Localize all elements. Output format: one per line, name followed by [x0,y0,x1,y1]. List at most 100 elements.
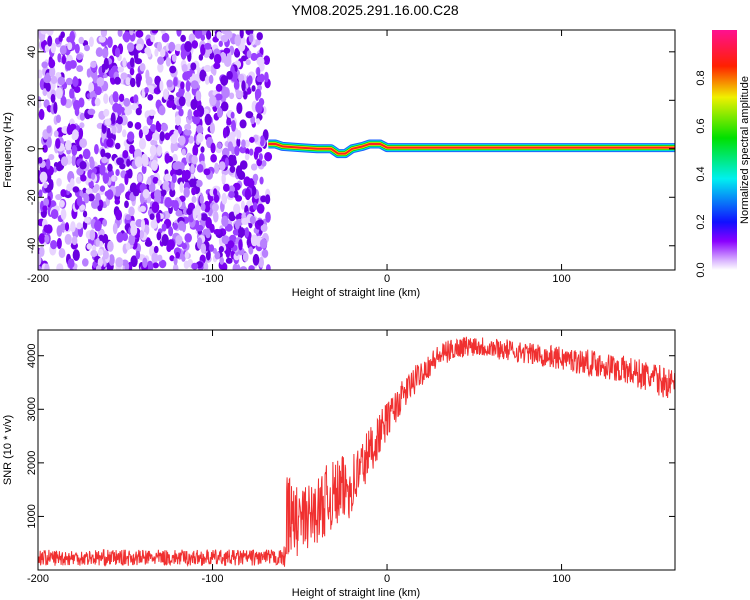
noise-blob [150,124,157,132]
noise-blob [60,156,69,167]
noise-blob [186,100,192,107]
noise-blob [79,160,87,170]
noise-blob [235,165,243,177]
noise-blob [98,229,105,237]
noise-blob [38,101,42,109]
noise-blob [100,30,108,38]
noise-blob [225,247,231,259]
noise-blob [102,172,109,184]
y-tick-label: 0 [26,146,38,152]
noise-blob [244,188,251,201]
noise-blob [66,183,73,192]
noise-blob [164,197,173,208]
noise-blob [115,169,120,177]
noise-blob [229,165,236,173]
noise-blob [248,148,254,156]
noise-blob [69,59,77,69]
noise-blob [156,254,163,262]
noise-blob [127,131,135,142]
noise-blob [88,180,94,189]
noise-blob [239,266,248,270]
noise-blob [200,146,205,153]
noise-blob [50,209,59,220]
noise-blob [195,224,200,232]
noise-blob [146,48,152,58]
noise-blob [42,88,48,97]
noise-blob [151,30,159,34]
noise-blob [252,253,260,266]
noise-blob [59,200,65,208]
noise-blob [184,40,192,52]
noise-blob [130,255,138,268]
noise-blob [129,57,135,68]
noise-blob [70,221,76,233]
noise-blob [64,139,72,151]
noise-blob [224,157,229,167]
noise-blob [102,218,108,227]
noise-blob [55,193,63,201]
noise-blob [78,97,85,108]
noise-blob [191,262,199,270]
noise-blob [118,93,125,102]
noise-blob [50,93,56,103]
noise-blob [233,203,241,215]
noise-blob [123,97,131,107]
noise-blob [158,105,166,116]
noise-blob [174,43,183,52]
noise-blob [186,123,192,131]
noise-blob [232,262,241,270]
noise-blob [196,164,204,173]
noise-blob [160,189,167,196]
noise-blob [173,79,178,87]
noise-blob [177,220,185,231]
noise-blob [122,232,129,242]
noise-blob [157,41,163,52]
noise-blob [122,129,127,138]
noise-blob [43,182,48,189]
noise-blob [57,76,66,86]
noise-blob [147,94,154,101]
noise-blob [72,249,80,261]
noise-blob [82,192,89,199]
noise-blob [261,249,269,258]
noise-blob [265,211,271,223]
noise-blob [115,257,124,268]
noise-blob [191,196,197,204]
noise-blob [227,141,233,152]
noise-blob [217,107,223,119]
noise-blob [111,125,117,135]
noise-blob [58,247,66,259]
noise-blob [82,210,88,218]
noise-blob [234,48,240,55]
noise-blob [155,120,161,132]
noise-blob [169,255,175,262]
noise-blob [191,154,198,165]
noise-blob [149,213,155,220]
noise-blob [213,210,219,223]
noise-blob [114,142,121,150]
noise-blob [139,229,145,239]
noise-blob [157,62,164,73]
noise-blob [198,54,204,61]
noise-blob [154,48,159,57]
noise-blob [265,264,271,270]
noise-blob [210,153,217,163]
noise-blob [239,145,247,154]
noise-blob [79,138,88,148]
noise-blob [128,206,135,217]
noise-blob [258,256,265,268]
noise-blob [112,94,119,103]
noise-blob [253,39,261,46]
noise-blob [192,114,201,125]
noise-blob [204,75,210,85]
noise-blob [120,72,128,80]
noise-blob [196,132,204,143]
noise-blob [227,240,235,249]
noise-blob [69,123,77,130]
noise-blob [94,86,102,96]
noise-blob [137,173,143,182]
noise-blob [208,244,215,252]
noise-blob [190,62,197,71]
y-tick-label: 4000 [26,343,38,367]
noise-blob [126,158,131,167]
